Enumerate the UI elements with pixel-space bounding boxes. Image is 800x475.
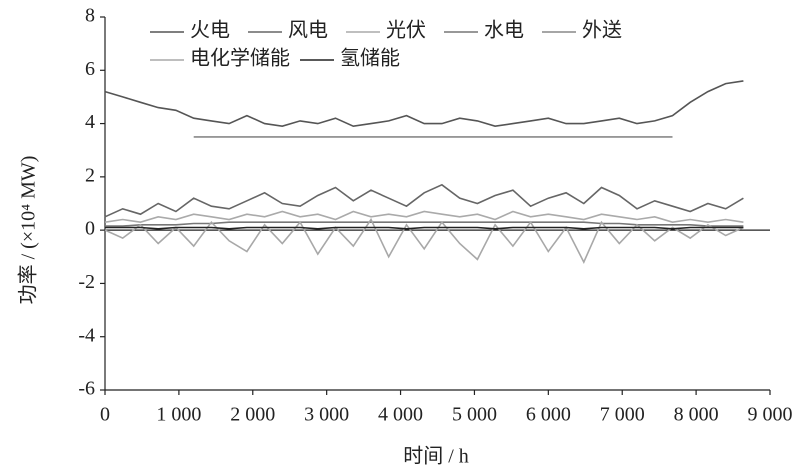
x-tick-label: 1 000 xyxy=(156,404,201,426)
series-line xyxy=(104,217,744,264)
y-tick-label: 8 xyxy=(85,5,95,27)
series-line xyxy=(104,210,744,224)
series-line xyxy=(104,80,744,128)
y-tick-label: -2 xyxy=(78,271,95,293)
y-tick-label: 0 xyxy=(85,218,95,240)
legend-label: 水电 xyxy=(484,19,524,42)
series-line xyxy=(105,226,744,230)
legend-label: 光伏 xyxy=(386,19,426,42)
x-tick-label: 6 000 xyxy=(526,404,571,426)
y-tick-label: -4 xyxy=(78,324,95,346)
x-tick-label: 7 000 xyxy=(600,404,645,426)
legend-label: 外送 xyxy=(582,19,622,42)
x-tick-label: 4 000 xyxy=(378,404,423,426)
x-axis-label: 时间 / h xyxy=(403,445,469,468)
y-tick-label: -6 xyxy=(78,378,95,400)
legend-label: 电化学储能 xyxy=(190,47,290,70)
x-tick-label: 2 000 xyxy=(230,404,275,426)
x-tick-label: 8 000 xyxy=(674,404,719,426)
series-line xyxy=(104,183,744,218)
x-tick-label: 5 000 xyxy=(452,404,497,426)
legend-label: 火电 xyxy=(190,19,230,42)
y-tick-label: 2 xyxy=(85,164,95,186)
y-tick-label: 4 xyxy=(85,111,95,133)
y-tick-label: 6 xyxy=(85,58,95,80)
x-tick-label: 9 000 xyxy=(748,404,793,426)
legend-label: 氢储能 xyxy=(340,47,400,70)
x-tick-label: 0 xyxy=(100,404,110,426)
series-line xyxy=(105,221,744,227)
x-tick-label: 3 000 xyxy=(304,404,349,426)
legend-label: 风电 xyxy=(288,19,328,42)
y-axis-label: 功率 / (×10⁴ MW) xyxy=(17,156,40,305)
